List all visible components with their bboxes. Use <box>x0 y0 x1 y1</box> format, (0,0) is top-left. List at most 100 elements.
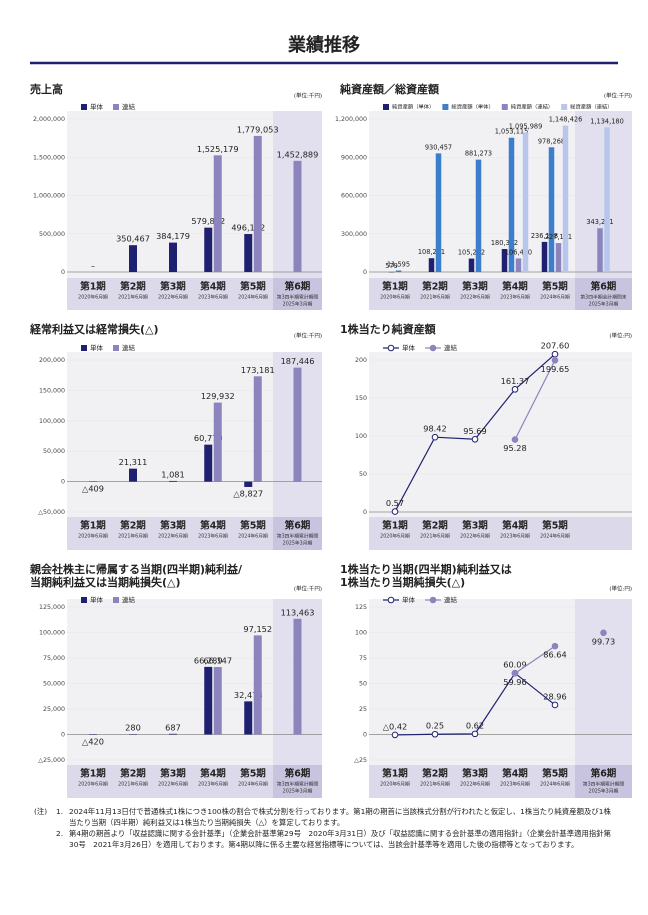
category-sublabel: 2021年6月期 <box>420 533 450 540</box>
value-label: 28.96 <box>543 691 566 701</box>
note-label: (注) <box>34 807 48 816</box>
y-tick-label: 900,000 <box>341 154 367 161</box>
category-label: 第6期 <box>284 768 311 780</box>
category-strip-highlight <box>273 278 322 310</box>
y-tick-label: 300,000 <box>341 231 367 238</box>
value-label: 687 <box>165 722 181 732</box>
value-label: 236,188 <box>531 232 558 240</box>
bar <box>244 234 253 272</box>
legend-label: 単体 <box>90 343 104 352</box>
legend-swatch <box>81 345 87 351</box>
category-sublabel: 第3四半期累計期間 <box>277 781 319 788</box>
point <box>511 670 519 677</box>
legend-label: 単体 <box>402 595 416 604</box>
point <box>551 701 559 709</box>
value-label: 0.25 <box>426 721 444 731</box>
y-tick-label: △50,000 <box>38 509 65 516</box>
category-sublabel: 2020年6月期 <box>380 294 410 301</box>
value-label: 280 <box>125 723 141 733</box>
category-label: 第1期 <box>381 520 408 532</box>
bar <box>468 258 475 272</box>
chart-title: 1株当たり純資産額 <box>340 322 437 336</box>
value-label: 496,192 <box>231 223 265 233</box>
legend-marker <box>429 344 437 352</box>
value-label: 1,452,889 <box>277 149 319 159</box>
category-strip-highlight <box>273 517 322 550</box>
value-label: 95.69 <box>463 426 486 436</box>
bar <box>204 227 213 272</box>
legend-label: 総資産額（単体） <box>451 103 493 111</box>
category-label: 第2期 <box>421 768 448 780</box>
bar <box>555 243 562 272</box>
bar <box>129 468 137 482</box>
y-tick-label: 100,000 <box>39 630 65 637</box>
category-label: 第3期 <box>461 520 488 532</box>
category-sublabel: 2020年6月期 <box>380 781 410 788</box>
y-tick-label: 500,000 <box>39 231 65 238</box>
legend-label: 総資産額（連結） <box>570 103 612 111</box>
category-label: 第2期 <box>119 520 146 532</box>
legend-swatch <box>113 597 119 603</box>
y-tick-label: 0 <box>363 509 367 516</box>
category-label: 第2期 <box>421 281 448 293</box>
legend-swatch <box>113 345 119 351</box>
category-sublabel: 2023年6月期 <box>198 294 228 301</box>
bar <box>604 127 610 272</box>
value-label: 161.37 <box>501 376 530 386</box>
chart-title: 純資産額／総資産額 <box>339 82 440 96</box>
category-label: 第5期 <box>541 281 568 293</box>
legend-label: 連結 <box>444 595 458 604</box>
y-tick-label: 100 <box>355 630 367 637</box>
bar <box>253 135 262 272</box>
legend-marker <box>387 344 395 352</box>
y-tick-label: 50,000 <box>43 448 65 455</box>
value-label: 180,362 <box>491 239 518 247</box>
point <box>391 508 399 515</box>
legend-swatch <box>81 597 87 603</box>
y-tick-label: 100,000 <box>39 418 65 425</box>
value-label: 978,268 <box>538 137 565 145</box>
y-tick-label: 125,000 <box>39 604 65 611</box>
value-label: △8,827 <box>233 488 263 498</box>
category-sublabel: 2023年6月期 <box>500 533 530 540</box>
value-label: 21,311 <box>119 457 148 467</box>
bar <box>244 481 253 487</box>
value-label: 98.42 <box>423 424 446 434</box>
legend-swatch <box>442 104 449 110</box>
value-label: 187,446 <box>281 356 315 366</box>
category-sublabel: 2021年6月期 <box>118 781 148 788</box>
y-tick-label: 150,000 <box>39 387 65 394</box>
unit-label: (単位:千円) <box>294 92 322 100</box>
bar <box>169 733 177 735</box>
chart-title: 当期純利益又は当期純損失(△) <box>30 575 181 589</box>
category-label: 第2期 <box>119 281 146 293</box>
value-label: 207.60 <box>541 341 570 351</box>
y-tick-label: 0 <box>61 479 65 486</box>
y-tick-label: 1,200,000 <box>335 116 367 123</box>
y-tick-label: 50 <box>359 471 367 478</box>
note-number: 1. <box>56 807 64 816</box>
bar <box>213 155 222 272</box>
bar <box>213 667 222 735</box>
y-tick-label: 75,000 <box>43 655 65 662</box>
bar <box>541 241 548 272</box>
category-sublabel: 2025年3月期 <box>283 540 313 547</box>
legend-marker <box>429 596 437 604</box>
value-label: 99.73 <box>592 636 615 646</box>
bar <box>293 618 302 735</box>
note-text: 2024年11月13日付で普通株式1株につき100株の割合で株式分割を行っており… <box>69 807 611 827</box>
category-sublabel: 2025年3月期 <box>283 301 313 308</box>
value-label: 105,262 <box>458 249 485 257</box>
category-sublabel: 2023年6月期 <box>500 781 530 788</box>
value-label: 60.09 <box>503 660 526 670</box>
category-sublabel: 2022年6月期 <box>460 781 490 788</box>
category-label: 第2期 <box>421 520 448 532</box>
category-label: 第1期 <box>79 281 106 293</box>
bar <box>435 153 442 272</box>
value-label: 579 <box>385 262 398 270</box>
point <box>551 356 559 364</box>
category-sublabel: 2022年6月期 <box>158 781 188 788</box>
value-label: 350,467 <box>116 234 150 244</box>
category-label: 第3期 <box>159 768 186 780</box>
